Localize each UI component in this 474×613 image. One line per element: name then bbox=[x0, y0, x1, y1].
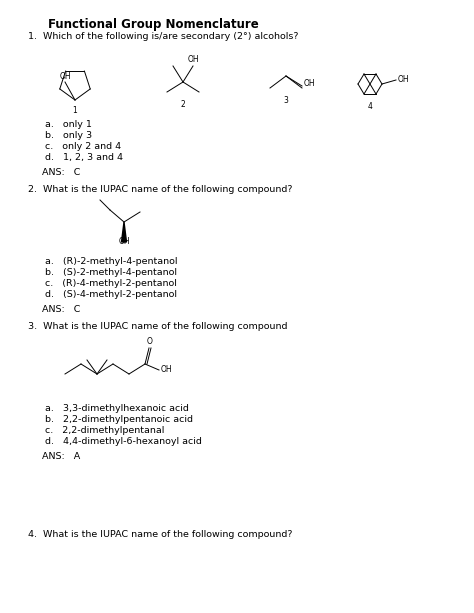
Text: 1.  Which of the following is/are secondary (2°) alcohols?: 1. Which of the following is/are seconda… bbox=[28, 32, 299, 41]
Text: ANS:   A: ANS: A bbox=[42, 452, 80, 461]
Text: b.   2,2-dimethylpentanoic acid: b. 2,2-dimethylpentanoic acid bbox=[45, 415, 193, 424]
Text: b.   only 3: b. only 3 bbox=[45, 131, 92, 140]
Text: 4.  What is the IUPAC name of the following compound?: 4. What is the IUPAC name of the followi… bbox=[28, 530, 292, 539]
Text: c.   only 2 and 4: c. only 2 and 4 bbox=[45, 142, 121, 151]
Text: OH: OH bbox=[398, 75, 410, 85]
Text: 4: 4 bbox=[367, 102, 373, 111]
Text: d.   1, 2, 3 and 4: d. 1, 2, 3 and 4 bbox=[45, 153, 123, 162]
Text: OH: OH bbox=[118, 237, 130, 246]
Text: a.   3,3-dimethylhexanoic acid: a. 3,3-dimethylhexanoic acid bbox=[45, 404, 189, 413]
Text: 3: 3 bbox=[283, 96, 289, 105]
Text: c.   2,2-dimethylpentanal: c. 2,2-dimethylpentanal bbox=[45, 426, 164, 435]
Text: a.   (R)-2-methyl-4-pentanol: a. (R)-2-methyl-4-pentanol bbox=[45, 257, 177, 266]
Text: OH: OH bbox=[187, 55, 199, 64]
Text: b.   (S)-2-methyl-4-pentanol: b. (S)-2-methyl-4-pentanol bbox=[45, 268, 177, 277]
Text: d.   (S)-4-methyl-2-pentanol: d. (S)-4-methyl-2-pentanol bbox=[45, 290, 177, 299]
Polygon shape bbox=[121, 222, 127, 242]
Text: 2.  What is the IUPAC name of the following compound?: 2. What is the IUPAC name of the followi… bbox=[28, 185, 292, 194]
Text: OH: OH bbox=[59, 72, 71, 81]
Text: a.   only 1: a. only 1 bbox=[45, 120, 92, 129]
Text: OH: OH bbox=[161, 365, 173, 375]
Text: 3.  What is the IUPAC name of the following compound: 3. What is the IUPAC name of the followi… bbox=[28, 322, 288, 331]
Text: O: O bbox=[147, 337, 153, 346]
Text: c.   (R)-4-methyl-2-pentanol: c. (R)-4-methyl-2-pentanol bbox=[45, 279, 177, 288]
Text: OH: OH bbox=[304, 80, 316, 88]
Text: d.   4,4-dimethyl-6-hexanoyl acid: d. 4,4-dimethyl-6-hexanoyl acid bbox=[45, 437, 202, 446]
Text: 1: 1 bbox=[73, 106, 77, 115]
Text: ANS:   C: ANS: C bbox=[42, 305, 81, 314]
Text: 2: 2 bbox=[181, 100, 185, 109]
Text: ANS:   C: ANS: C bbox=[42, 168, 81, 177]
Text: Functional Group Nomenclature: Functional Group Nomenclature bbox=[48, 18, 259, 31]
